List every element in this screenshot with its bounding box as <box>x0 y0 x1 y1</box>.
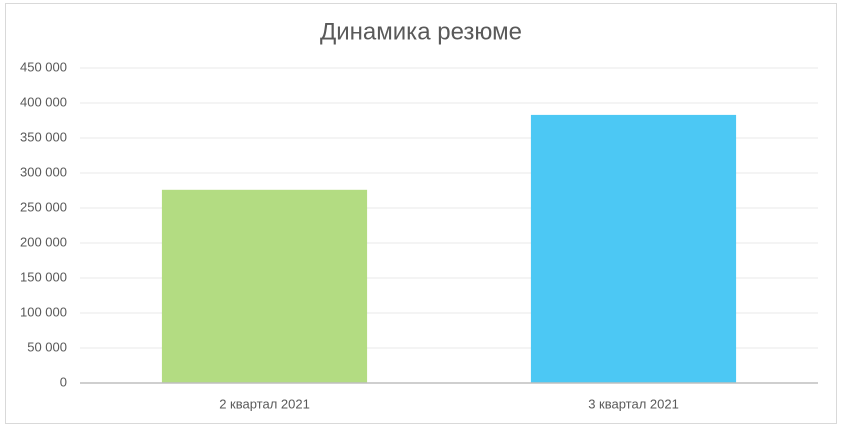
bar <box>530 114 737 384</box>
y-tick-label: 300 000 <box>20 164 67 179</box>
y-tick-label: 100 000 <box>20 304 67 319</box>
y-tick-label: 450 000 <box>20 59 67 74</box>
y-tick-label: 0 <box>60 374 67 389</box>
y-tick-label: 150 000 <box>20 269 67 284</box>
y-tick-label: 250 000 <box>20 199 67 214</box>
y-tick-label: 50 000 <box>27 339 67 354</box>
y-tick-label: 350 000 <box>20 129 67 144</box>
chart-title: Динамика резюме <box>320 18 522 45</box>
y-tick-label: 200 000 <box>20 234 67 249</box>
x-tick-label: 2 квартал 2021 <box>219 396 310 411</box>
y-tick-label: 400 000 <box>20 94 67 109</box>
bar <box>161 189 368 383</box>
x-tick-label: 3 квартал 2021 <box>588 396 679 411</box>
